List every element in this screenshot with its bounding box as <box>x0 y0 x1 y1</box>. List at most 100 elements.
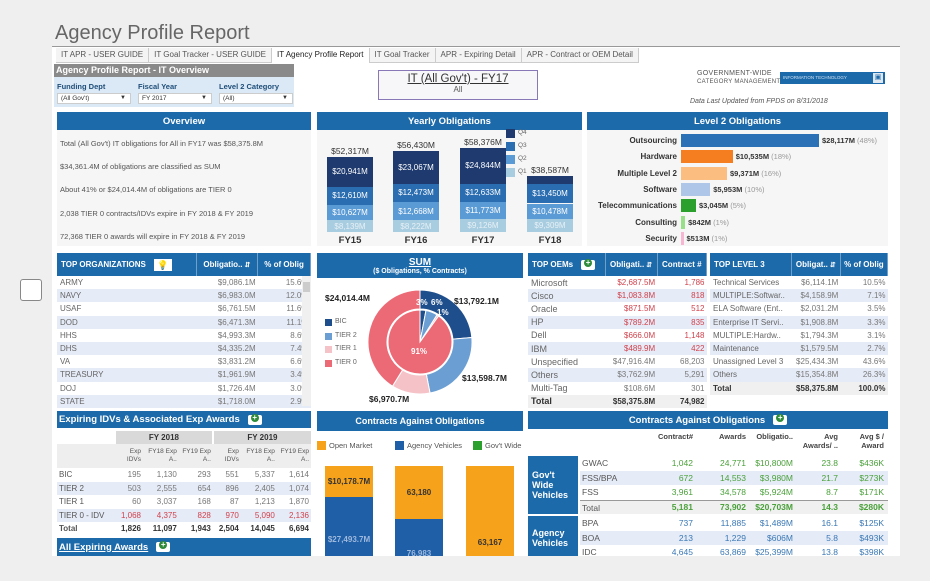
donut-inner-slice[interactable] <box>387 309 453 375</box>
open-market-bar[interactable] <box>466 466 514 556</box>
column-header[interactable]: FY19 Exp A.. <box>276 444 311 469</box>
table-row[interactable]: ELA Software (Ent.. $2,031.2M 3.5% <box>710 302 888 315</box>
table-row[interactable]: STATE $1,718.0M 2.9% <box>57 394 311 408</box>
table-row[interactable]: Maintenance $1,579.5M 2.7% <box>710 341 888 356</box>
open-market-bar[interactable] <box>395 466 443 519</box>
column-header[interactable]: Avg Awards/ .. <box>802 432 838 450</box>
column-header[interactable]: Exp IDVs <box>212 444 241 469</box>
table-row[interactable]: Enterprise IT Servi.. $1,908.8M 3.3% <box>710 315 888 329</box>
table-row[interactable]: Dell $666.0M 1,148 <box>528 329 707 342</box>
table-row[interactable]: TIER 0 - IDV 1,068 4,375 828 970 5,090 2,136 <box>57 508 311 523</box>
tab-item[interactable]: IT Agency Profile Report <box>271 48 370 63</box>
table-row[interactable]: Unspecified $47,916.4M 68,203 <box>528 355 707 368</box>
column-header[interactable]: Obligat.. ⇵ <box>791 253 841 276</box>
table-row[interactable]: Others $15,354.8M 26.3% <box>710 368 888 382</box>
yearly-bar-segment[interactable]: $13,450M <box>527 184 573 204</box>
table-row[interactable]: BOA <box>580 530 888 545</box>
report-title[interactable]: IT (All Gov't) - FY17 <box>407 73 509 85</box>
tab-item[interactable]: APR - Expiring Detail <box>435 48 522 63</box>
table-row[interactable]: MULTIPLE:Hardw.. $1,794.3M 3.1% <box>710 329 888 342</box>
column-header[interactable]: Awards <box>719 432 746 441</box>
table-row[interactable]: MULTIPLE:Softwar.. $4,158.9M 7.1% <box>710 289 888 303</box>
expand-icon[interactable] <box>773 414 788 425</box>
table-row[interactable]: FSS/BPA <box>580 470 888 485</box>
table-row[interactable]: Microsoft $2,687.5M 1,786 <box>528 276 707 289</box>
table-row[interactable]: IBM $489.9M 422 <box>528 341 707 356</box>
yearly-bar-segment[interactable]: $12,633M <box>460 183 506 202</box>
column-header[interactable]: % of Oblig <box>840 253 889 276</box>
sort-icon[interactable]: ⇵ <box>244 262 251 269</box>
column-header[interactable]: Obligati.. ⇵ <box>605 253 658 276</box>
table-row[interactable]: VA $3,831.2M 6.6% <box>57 355 311 368</box>
expand-icon[interactable] <box>247 413 262 425</box>
table-row[interactable]: DOJ $1,726.4M 3.0% <box>57 382 311 395</box>
yearly-bar-segment[interactable]: $11,773M <box>460 201 506 219</box>
expand-icon[interactable] <box>581 258 596 270</box>
open-market-bar[interactable] <box>325 466 373 497</box>
tab-item[interactable]: IT Goal Tracker - USER GUIDE <box>149 48 272 63</box>
table-row[interactable]: IDC <box>580 545 888 556</box>
table-row[interactable]: BPA <box>580 516 888 531</box>
yearly-bar-segment[interactable]: $24,844M <box>460 147 506 184</box>
table-row[interactable]: HP $789.2M 835 <box>528 315 707 329</box>
lightbulb-icon[interactable]: 💡 <box>153 258 172 271</box>
yearly-bar-segment[interactable]: $8,222M <box>393 220 439 232</box>
column-header[interactable]: Obligatio.. ⇵ <box>196 253 259 276</box>
table-row[interactable]: USAF $6,761.5M 11.6% <box>57 302 311 315</box>
yearly-bar-segment[interactable]: $10,627M <box>327 204 373 221</box>
scrollbar[interactable] <box>302 276 311 406</box>
tab-item[interactable]: APR - Contract or OEM Detail <box>521 48 639 63</box>
select-checkbox[interactable] <box>20 279 42 301</box>
column-header[interactable]: Exp IDVs <box>115 444 143 469</box>
table-row[interactable]: FSS <box>580 485 888 500</box>
tab-item[interactable]: IT APR - USER GUIDE <box>56 48 150 63</box>
sum-title[interactable]: SUM <box>408 256 432 268</box>
table-row[interactable]: Unassigned Level 3 $25,434.3M 43.6% <box>710 355 888 368</box>
column-header[interactable]: TOP LEVEL 3 <box>710 253 792 276</box>
donut-outer-slice[interactable] <box>367 289 421 387</box>
column-header[interactable]: Contract# <box>657 432 693 441</box>
table-row[interactable]: Total $58,375.8M 74,982 <box>528 394 707 408</box>
level2-bar[interactable] <box>681 199 696 213</box>
table-row[interactable]: HHS $4,993.3M 8.6% <box>57 329 311 342</box>
table-row[interactable]: Others $3,762.9M 5,291 <box>528 368 707 382</box>
table-row[interactable]: TIER 2 503 2,555 654 896 2,405 1,074 <box>57 481 311 496</box>
scroll-thumb[interactable] <box>303 282 310 292</box>
table-row[interactable]: DOD $6,471.3M 11.1% <box>57 315 311 329</box>
table-row[interactable]: NAVY $6,983.0M 12.0% <box>57 289 311 303</box>
column-header[interactable]: % of Oblig <box>257 253 311 276</box>
table-row[interactable]: Total 1,826 11,097 1,943 2,504 14,045 6,694 <box>57 522 311 536</box>
yearly-bar-segment[interactable] <box>527 176 573 185</box>
table-row[interactable]: BIC 195 1,130 293 551 5,337 1,614 <box>57 468 311 482</box>
column-header[interactable]: Contract # <box>657 253 708 276</box>
filter-dropdown[interactable]: (All) ▼ <box>219 93 293 104</box>
sort-icon[interactable]: ⇵ <box>646 262 653 269</box>
table-row[interactable]: DHS $4,335.2M 7.4% <box>57 341 311 356</box>
yearly-bar-segment[interactable]: $12,610M <box>327 186 373 205</box>
table-row[interactable]: Technical Services $6,114.1M 10.5% <box>710 276 888 289</box>
filter-dropdown[interactable]: FY 2017 ▼ <box>138 93 212 104</box>
column-header[interactable]: FY19 Exp A.. <box>178 444 213 469</box>
level2-bar[interactable] <box>681 134 819 147</box>
level2-bar[interactable] <box>681 215 686 229</box>
yearly-bar-segment[interactable]: $8,139M <box>327 220 373 232</box>
device-icon[interactable]: ▣ <box>873 73 883 83</box>
column-header[interactable]: TOP OEMs <box>528 253 606 276</box>
yearly-bar-segment[interactable]: $12,668M <box>393 201 439 221</box>
table-row[interactable]: TIER 1 60 3,037 168 87 1,213 1,870 <box>57 495 311 509</box>
filter-dropdown[interactable]: (All Gov't) ▼ <box>57 93 131 104</box>
table-row[interactable]: ARMY $9,086.1M 15.6% <box>57 276 311 289</box>
table-row[interactable]: Oracle $871.5M 512 <box>528 302 707 315</box>
yearly-bar-segment[interactable]: $12,473M <box>393 183 439 202</box>
level2-bar[interactable] <box>681 150 733 164</box>
all-expiring-link[interactable]: All Expiring Awards <box>59 541 149 553</box>
yearly-bar-segment[interactable]: $9,126M <box>460 218 506 232</box>
yearly-bar-segment[interactable]: $10,478M <box>527 203 573 219</box>
column-header[interactable]: FY18 Exp A.. <box>142 444 179 469</box>
level2-bar[interactable] <box>681 231 684 245</box>
level2-bar[interactable] <box>681 182 711 196</box>
table-row[interactable]: Multi-Tag $108.6M 301 <box>528 382 707 395</box>
yearly-bar-segment[interactable]: $23,067M <box>393 150 439 184</box>
tab-item[interactable]: IT Goal Tracker <box>369 48 436 63</box>
table-row[interactable]: GWAC <box>580 456 888 471</box>
